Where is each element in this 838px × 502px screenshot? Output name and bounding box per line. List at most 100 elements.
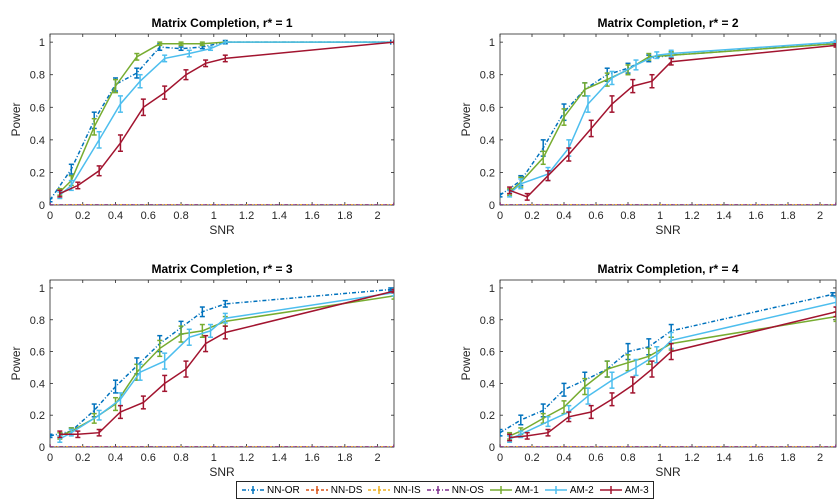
- y-tick-label: 0.6: [30, 347, 45, 359]
- series-line-nn-or: [50, 41, 391, 201]
- y-tick-label: 0: [39, 200, 45, 212]
- y-tick-label: 0: [489, 442, 495, 454]
- y-tick-label: 0.8: [30, 70, 45, 82]
- legend-swatch-am-3: [599, 486, 622, 494]
- y-tick-label: 0.4: [30, 135, 45, 147]
- series-line-nn-or: [500, 293, 833, 434]
- x-tick-label: 0: [47, 452, 53, 464]
- chart-title: Matrix Completion, r* = 3: [151, 262, 292, 276]
- y-tick-label: 0.8: [480, 315, 495, 327]
- x-tick-label: 1.2: [239, 452, 254, 464]
- legend-swatch-nn-or: [242, 486, 264, 494]
- series-line-am-3: [59, 290, 394, 436]
- x-tick-label: 1.2: [684, 452, 699, 464]
- series-am-3: [507, 306, 836, 442]
- chart-title: Matrix Completion, r* = 4: [597, 262, 738, 276]
- series-am-2: [57, 288, 394, 443]
- x-tick-label: 2: [817, 210, 823, 222]
- x-tick-label: 0.4: [556, 210, 571, 222]
- legend-label-nn-ds: NN-DS: [330, 484, 363, 496]
- x-axis-label: SNR: [209, 465, 235, 479]
- x-tick-label: 0.8: [620, 452, 635, 464]
- legend-label-am-2: AM-2: [569, 484, 594, 496]
- y-tick-label: 0.4: [480, 135, 495, 147]
- x-tick-label: 0.2: [75, 452, 90, 464]
- x-tick-label: 0: [47, 210, 53, 222]
- series-am-2: [57, 39, 394, 200]
- x-tick-label: 1.8: [780, 452, 795, 464]
- legend-item: AM-2: [544, 485, 594, 496]
- legend-swatch-nn-os: [426, 486, 449, 494]
- x-axis-label: SNR: [655, 465, 681, 479]
- chart-title: Matrix Completion, r* = 1: [151, 16, 292, 30]
- y-tick-label: 0: [489, 200, 495, 212]
- x-tick-label: 0.2: [75, 210, 90, 222]
- legend-item: AM-1: [489, 485, 539, 496]
- x-tick-label: 0.2: [524, 210, 539, 222]
- series-line-am-3: [509, 311, 836, 439]
- legend-item: NN-OS: [426, 485, 484, 496]
- legend-label-nn-or: NN-OR: [267, 484, 300, 496]
- x-tick-label: 0.2: [524, 452, 539, 464]
- x-tick-label: 1.6: [748, 210, 763, 222]
- legend-swatch-am-2: [544, 486, 567, 494]
- legend-item: AM-3: [599, 485, 649, 496]
- legend-label-am-3: AM-3: [624, 484, 649, 496]
- series-line-am-3: [59, 41, 394, 195]
- plot-area: [49, 33, 395, 206]
- x-tick-label: 1: [211, 210, 217, 222]
- legend-item: NN-IS: [367, 484, 421, 496]
- chart-title: Matrix Completion, r* = 2: [597, 16, 738, 30]
- y-tick-label: 0.8: [480, 70, 495, 82]
- y-tick-label: 0.4: [30, 378, 45, 390]
- series-line-am-1: [59, 41, 394, 193]
- y-tick-label: 1: [489, 283, 495, 295]
- x-tick-label: 1.6: [304, 210, 319, 222]
- legend-label-am-1: AM-1: [514, 484, 539, 496]
- series-line-am-2: [509, 41, 836, 195]
- x-tick-label: 0.6: [141, 210, 156, 222]
- y-tick-label: 0.2: [480, 410, 495, 422]
- series-am-3: [57, 288, 394, 439]
- chart-panel-4: 0 0.2 0.4 0.6 0.8 1 1.2 1.4 1.6 1.8 2 0 0.2 0.4 0.6 0.8…: [459, 262, 837, 479]
- x-tick-label: 1.6: [748, 452, 763, 464]
- y-tick-label: 1: [489, 37, 495, 49]
- x-tick-label: 0.8: [620, 210, 635, 222]
- x-tick-label: 1.6: [304, 452, 319, 464]
- x-tick-label: 1.2: [239, 210, 254, 222]
- y-tick-label: 0.4: [480, 378, 495, 390]
- y-axis-label: Power: [459, 346, 473, 380]
- x-axis-label: SNR: [655, 223, 681, 237]
- x-tick-label: 1: [211, 452, 217, 464]
- legend-swatch-am-1: [489, 486, 512, 494]
- series-am-3: [507, 43, 836, 201]
- legend-item: NN-DS: [305, 484, 363, 496]
- y-tick-label: 0.6: [480, 102, 495, 114]
- y-axis-label: Power: [459, 102, 473, 136]
- x-tick-label: 0.8: [173, 452, 188, 464]
- series-am-1: [507, 41, 836, 196]
- x-tick-label: 1.2: [684, 210, 699, 222]
- series-line-am-2: [59, 291, 394, 440]
- x-tick-label: 1.8: [337, 452, 352, 464]
- y-axis-label: Power: [9, 346, 23, 380]
- y-tick-label: 0.2: [30, 410, 45, 422]
- series-am-1: [57, 39, 394, 196]
- x-tick-label: 1.4: [272, 210, 287, 222]
- x-tick-label: 0: [497, 210, 503, 222]
- y-tick-label: 0.6: [480, 347, 495, 359]
- legend-swatch-nn-ds: [305, 486, 328, 494]
- figure: 0 0.2 0.4 0.6 0.8 1 1.2 1.4 1.6 1.8 2 0 0.2 0.4 0.6 0.8…: [9, 16, 837, 479]
- x-tick-label: 0.4: [556, 452, 571, 464]
- plot-area: [499, 279, 837, 448]
- x-tick-label: 0.8: [173, 210, 188, 222]
- legend-label-nn-is: NN-IS: [393, 484, 421, 496]
- x-axis-label: SNR: [209, 223, 235, 237]
- legend-label-nn-os: NN-OS: [451, 484, 484, 496]
- x-tick-label: 1.8: [780, 210, 795, 222]
- y-tick-label: 0.8: [30, 315, 45, 327]
- series-line-am-1: [509, 315, 836, 437]
- x-tick-label: 0: [497, 452, 503, 464]
- y-tick-label: 0.2: [480, 167, 495, 179]
- series-am-3: [57, 39, 394, 198]
